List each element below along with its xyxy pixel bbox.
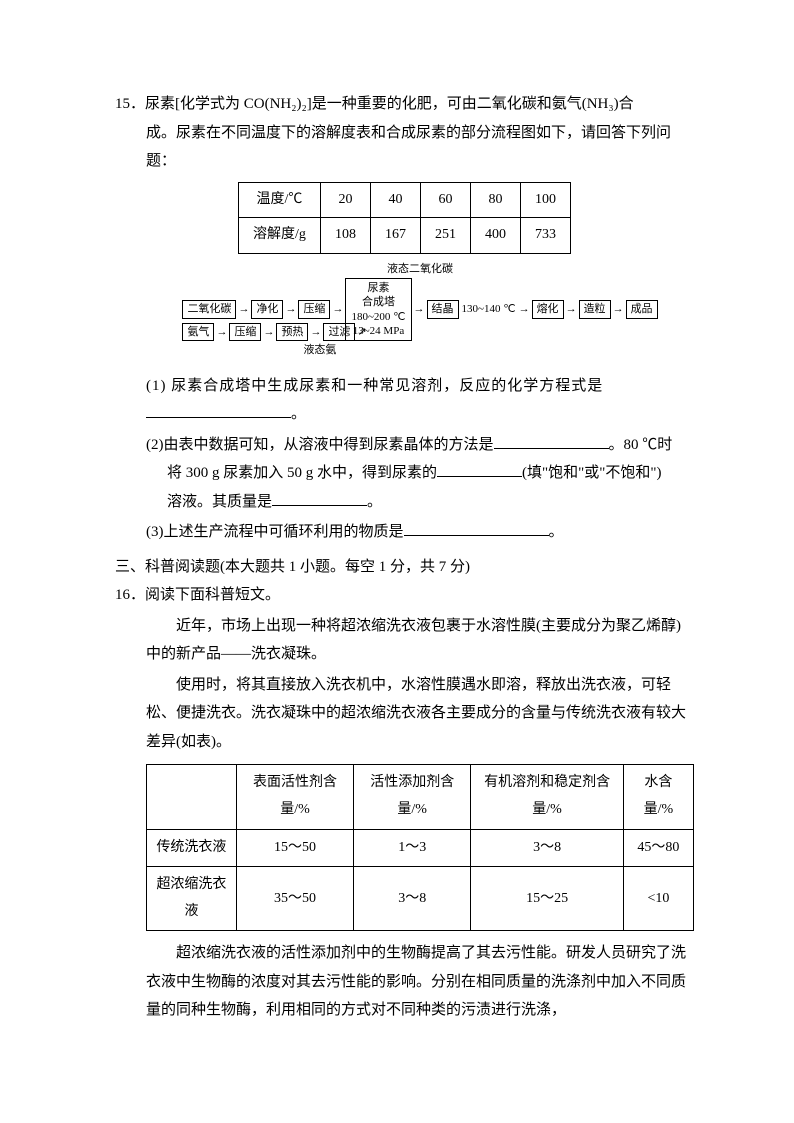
question-15: 15．尿素[化学式为 CO(NH₂)₂]是一种重要的化肥，可由二氧化碳和氨气(N… (115, 90, 694, 547)
data-cell: 3～8 (471, 829, 624, 867)
q15-sub1-blank-line: 。 (115, 400, 694, 429)
flow-box: 压缩 (298, 300, 330, 318)
process-flow-diagram: 液态二氧化碳 二氧化碳→ 净化→ 压缩→ 尿素合成塔180~200 ℃13~24… (115, 262, 694, 364)
composition-table: 表面活性剂含量/% 活性添加剂含量/% 有机溶剂和稳定剂含量/% 水含量/% 传… (146, 764, 694, 931)
arrow-icon: ↗ (357, 325, 366, 339)
arrow-icon: → (566, 302, 577, 316)
flow-box: 净化 (251, 300, 283, 318)
header-cell: 有机溶剂和稳定剂含量/% (471, 765, 624, 829)
diagram-top-label: 液态二氧化碳 (183, 262, 656, 276)
sub1-end: 。 (291, 406, 306, 422)
fill-blank[interactable] (404, 518, 549, 536)
data-cell: 15～25 (471, 867, 624, 931)
data-cell: 15～50 (236, 829, 353, 867)
header-cell: 表面活性剂含量/% (236, 765, 353, 829)
arrow-icon: → (238, 302, 249, 316)
flow-box: 预热 (276, 323, 308, 341)
q15-intro-cont: 成。尿素在不同温度下的溶解度表和合成尿素的部分流程图如下，请回答下列问题： (115, 119, 694, 176)
arrow-icon: → (310, 325, 321, 339)
temp-cell: 20 (320, 182, 370, 218)
sol-cell: 400 (470, 218, 520, 254)
q15-sub2c: 溶液。其质量是 。 (115, 488, 694, 517)
diagram-bottom-label: 液态氨 (183, 343, 656, 357)
arrow-icon: → (285, 302, 296, 316)
q16-p1: 近年，市场上出现一种将超浓缩洗衣液包裹于水溶性膜(主要成分为聚乙烯醇)中的新产品… (115, 612, 694, 669)
arrow-icon: → (613, 302, 624, 316)
arrow-icon: → (414, 302, 425, 316)
question-16: 16．阅读下面科普短文。 近年，市场上出现一种将超浓缩洗衣液包裹于水溶性膜(主要… (115, 581, 694, 1024)
flow-box: 成品 (626, 300, 658, 318)
flow-box: 过滤 (323, 323, 355, 341)
header-cell: 水含量/% (623, 765, 693, 829)
data-cell: 35～50 (236, 867, 353, 931)
sol-cell: 167 (370, 218, 420, 254)
row-label: 传统洗衣液 (147, 829, 237, 867)
temp-cell: 60 (420, 182, 470, 218)
sub2b-text: 将 300 g 尿素加入 50 g 水中，得到尿素的 (167, 465, 437, 481)
sol-cell: 733 (520, 218, 570, 254)
section-3-title: 三、科普阅读题(本大题共 1 小题。每空 1 分，共 7 分) (115, 553, 694, 582)
q16-p2: 使用时，将其直接放入洗衣机中，水溶性膜遇水即溶，释放出洗衣液，可轻松、便捷洗衣。… (115, 671, 694, 757)
sub2b-end: (填"饱和"或"不饱和") (522, 465, 661, 481)
table-row: 表面活性剂含量/% 活性添加剂含量/% 有机溶剂和稳定剂含量/% 水含量/% (147, 765, 694, 829)
sub2a-end: 。80 ℃时 (609, 437, 673, 453)
flow-box: 氨气 (182, 323, 214, 341)
q16-intro: 阅读下面科普短文。 (145, 587, 280, 603)
header-cell: 活性添加剂含量/% (354, 765, 471, 829)
temp-label: 130~140 ℃ (462, 302, 516, 316)
fill-blank[interactable] (437, 459, 522, 477)
sub1-text: (1) 尿素合成塔中生成尿素和一种常见溶剂，反应的化学方程式是 (146, 378, 603, 394)
flow-box: 结晶 (427, 300, 459, 318)
sub2a-text: (2)由表中数据可知，从溶液中得到尿素晶体的方法是 (146, 437, 494, 453)
row-label: 超浓缩洗衣液 (147, 867, 237, 931)
fill-blank[interactable] (494, 431, 609, 449)
arrow-icon: → (263, 325, 274, 339)
data-cell: 1～3 (354, 829, 471, 867)
sub2c-end: 。 (367, 494, 382, 510)
arrow-icon: → (332, 302, 343, 316)
header-cell (147, 765, 237, 829)
sub3-end: 。 (549, 524, 564, 540)
q16-p3: 超浓缩洗衣液的活性添加剂中的生物酶提高了其去污性能。研发人员研究了洗衣液中生物酶… (115, 939, 694, 1025)
q15-intro-start: 尿素[化学式为 CO(NH₂)₂]是一种重要的化肥，可由二氧化碳和氨气(NH₃)… (145, 96, 634, 112)
table-row: 超浓缩洗衣液 35～50 3～8 15～25 <10 (147, 867, 694, 931)
data-cell: <10 (623, 867, 693, 931)
sub2c-text: 溶液。其质量是 (167, 494, 272, 510)
q15-sub3: (3)上述生产流程中可循环利用的物质是 。 (115, 518, 694, 547)
sol-cell: 251 (420, 218, 470, 254)
q15-sub1: (1) 尿素合成塔中生成尿素和一种常见溶剂，反应的化学方程式是 (115, 372, 694, 401)
q15-sub2a: (2)由表中数据可知，从溶液中得到尿素晶体的方法是 。80 ℃时 (115, 431, 694, 460)
temp-cell: 40 (370, 182, 420, 218)
data-cell: 45～80 (623, 829, 693, 867)
flow-box: 造粒 (579, 300, 611, 318)
arrow-icon: → (216, 325, 227, 339)
table-row: 溶解度/g 108 167 251 400 733 (239, 218, 571, 254)
table-header-temp: 温度/℃ (239, 182, 321, 218)
table-header-sol: 溶解度/g (239, 218, 321, 254)
flow-box: 压缩 (229, 323, 261, 341)
temp-cell: 100 (520, 182, 570, 218)
data-cell: 3～8 (354, 867, 471, 931)
sub3-text: (3)上述生产流程中可循环利用的物质是 (146, 524, 404, 540)
q16-number: 16． (115, 587, 145, 603)
flow-box: 二氧化碳 (182, 300, 236, 318)
sol-cell: 108 (320, 218, 370, 254)
fill-blank[interactable] (146, 400, 291, 418)
flow-box: 熔化 (532, 300, 564, 318)
table-row: 温度/℃ 20 40 60 80 100 (239, 182, 571, 218)
solubility-table: 温度/℃ 20 40 60 80 100 溶解度/g 108 167 251 4… (238, 182, 571, 254)
q15-number: 15． (115, 96, 145, 112)
table-row: 传统洗衣液 15～50 1～3 3～8 45～80 (147, 829, 694, 867)
temp-cell: 80 (470, 182, 520, 218)
arrow-icon: → (519, 302, 530, 316)
fill-blank[interactable] (272, 488, 367, 506)
q15-sub2b: 将 300 g 尿素加入 50 g 水中，得到尿素的 (填"饱和"或"不饱和") (115, 459, 694, 488)
